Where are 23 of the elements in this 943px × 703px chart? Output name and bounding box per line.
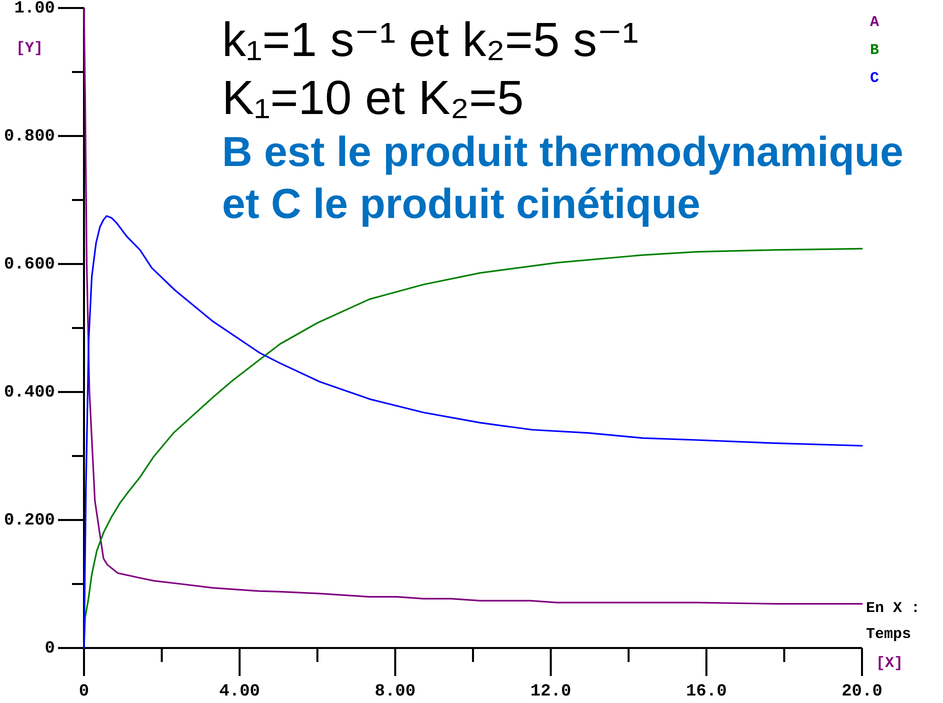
y-tick-label: 1.00 bbox=[14, 0, 55, 18]
y-tick-label: 0.200 bbox=[4, 511, 55, 530]
annotation: et C le produit cinétique bbox=[222, 180, 700, 227]
annotation: B est le produit thermodynamique bbox=[222, 128, 904, 175]
x-tick-label: 20.0 bbox=[842, 682, 882, 702]
x-tick-label: 8.00 bbox=[374, 682, 416, 702]
chart-title: k₁=1 s⁻¹ et k₂=5 s⁻¹ bbox=[222, 14, 638, 67]
text: C bbox=[870, 70, 880, 87]
y-axis-title: [Y] bbox=[16, 40, 44, 57]
x-tick-label: 4.00 bbox=[219, 682, 260, 702]
text: En X : bbox=[866, 600, 920, 617]
y-tick-label: 0.600 bbox=[4, 255, 55, 274]
text: Temps bbox=[866, 626, 912, 643]
y-tick-label: 0 bbox=[44, 639, 55, 658]
x-tick-label: 16.0 bbox=[686, 682, 727, 702]
x-tick-label: 12.0 bbox=[530, 682, 572, 702]
x-tick-label: 0 bbox=[78, 682, 90, 702]
y-tick-label: 0.400 bbox=[4, 383, 55, 402]
y-tick-label: 0.800 bbox=[4, 127, 55, 146]
text: B bbox=[870, 42, 880, 59]
x-axis-title: [X] bbox=[876, 655, 904, 672]
text: K₁=10 et K₂=5 bbox=[222, 72, 524, 125]
text: A bbox=[870, 14, 880, 31]
